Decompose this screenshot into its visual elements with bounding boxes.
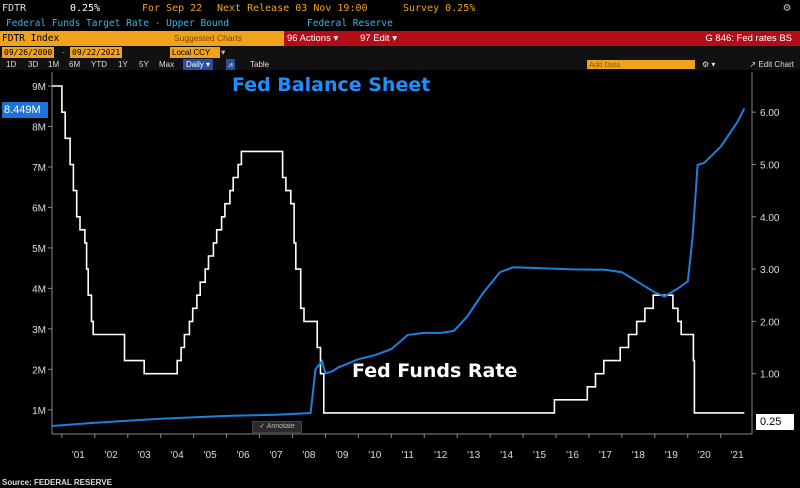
gear-icon[interactable]: ⚙ <box>783 0 791 14</box>
currency-select[interactable]: Local CCY <box>170 47 220 58</box>
subtitle-row: Federal Funds Target Rate - Upper Bound … <box>0 17 800 31</box>
left-tick-label: 3M <box>32 325 46 336</box>
source-footer: Source: FEDERAL RESERVE <box>2 478 112 487</box>
series-description: Federal Funds Target Rate - Upper Bound <box>6 18 230 29</box>
x-tick-label: '02 <box>105 450 118 461</box>
x-tick-label: '08 <box>302 450 315 461</box>
right-tick-label: 1.00 <box>760 370 780 381</box>
actions-menu[interactable]: 96 Actions ▾ <box>287 33 339 44</box>
right-tick-label: 4.00 <box>760 213 780 224</box>
right-tick-label: 5.00 <box>760 160 780 171</box>
edit-chart-button[interactable]: ↗ Edit Chart <box>749 60 795 69</box>
x-tick-label: '06 <box>237 450 250 461</box>
period-row: 1D 3D 1M 6M YTD 1Y 5Y Max Daily ▾ ⩘ Tabl… <box>0 59 800 70</box>
start-date-input[interactable]: 09/26/2000 <box>2 47 55 58</box>
last-value-badge-right: 0.25 <box>756 414 794 430</box>
date-range-row: 09/26/2000 - 09/22/2021 Local CCY ▾ <box>0 46 800 59</box>
ticker-header: FDTR 0.25% For Sep 22 Next Release 03 No… <box>0 0 800 17</box>
right-tick-label: 6.00 <box>760 108 780 119</box>
x-tick-label: '03 <box>138 450 151 461</box>
chart-canvas: 1M 2M 3M 4M 5M 6M 7M 8M 9M 1.00 2.00 3.00 4.00 5.00 6.… <box>32 72 780 461</box>
period-3d-button[interactable]: 3D <box>28 60 39 69</box>
period-1d-button[interactable]: 1D <box>6 60 17 69</box>
table-button[interactable]: Table <box>250 60 270 69</box>
left-tick-label: 7M <box>32 163 46 174</box>
x-tick-label: '14 <box>500 450 513 461</box>
funds-rate-label: Fed Funds Rate <box>352 360 518 382</box>
left-tick-label: 1M <box>32 406 46 417</box>
source-agency: Federal Reserve <box>307 18 393 29</box>
end-date-input[interactable]: 09/22/2021 <box>70 47 123 58</box>
x-tick-label: '15 <box>533 450 546 461</box>
x-tick-label: '11 <box>402 450 415 461</box>
chart-area: 1M 2M 3M 4M 5M 6M 7M 8M 9M 1.00 2.00 3.00 4.00 5.00 6.… <box>0 70 800 488</box>
suggested-charts-field[interactable]: Suggested Charts <box>66 31 284 46</box>
x-tick-label: '19 <box>665 450 678 461</box>
survey-value: Survey 0.25% <box>403 3 476 14</box>
period-5y-button[interactable]: 5Y <box>139 60 149 69</box>
add-data-input[interactable]: Add Data <box>587 60 695 69</box>
graph-title: G 846: Fed rates BS <box>705 33 792 44</box>
settings-icon[interactable]: ⚙ ▾ <box>702 60 716 69</box>
edit-menu[interactable]: 97 Edit ▾ <box>360 33 397 44</box>
left-tick-label: 9M <box>32 82 46 93</box>
x-tick-label: '16 <box>566 450 579 461</box>
fed-balance-sheet-line <box>51 107 746 427</box>
x-tick-label: '13 <box>467 450 480 461</box>
left-tick-label: 6M <box>32 203 46 214</box>
chevron-down-icon[interactable]: ▾ <box>221 47 226 57</box>
security-input[interactable]: FDTR Index <box>0 31 66 46</box>
annotate-button[interactable]: ✓ Annotate <box>252 421 302 433</box>
right-tick-label: 3.00 <box>760 265 780 276</box>
x-tick-label: '07 <box>269 450 282 461</box>
ticker-symbol[interactable]: FDTR <box>2 3 27 14</box>
for-date: For Sep 22 <box>142 3 203 14</box>
chart-type-icon[interactable]: ⩘ <box>226 59 235 70</box>
period-1y-button[interactable]: 1Y <box>118 60 128 69</box>
x-tick-label: '21 <box>731 450 744 461</box>
pencil-icon: ✓ <box>259 423 267 430</box>
fed-funds-rate-line <box>52 85 745 414</box>
x-tick-label: '17 <box>599 450 612 461</box>
x-tick-label: '09 <box>335 450 348 461</box>
x-tick-label: '10 <box>368 450 381 461</box>
date-separator: - <box>62 47 65 57</box>
x-tick-label: '05 <box>204 450 217 461</box>
period-ytd-button[interactable]: YTD <box>91 60 107 69</box>
left-tick-label: 5M <box>32 244 46 255</box>
command-bar: FDTR Index Suggested Charts 96 Actions ▾… <box>0 31 800 46</box>
right-tick-label: 2.00 <box>760 317 780 328</box>
current-value: 0.25% <box>70 3 101 14</box>
left-tick-label: 8M <box>32 122 46 133</box>
x-tick-label: '04 <box>171 450 184 461</box>
x-tick-label: '01 <box>72 450 85 461</box>
x-tick-label: '20 <box>698 450 711 461</box>
next-release: Next Release 03 Nov 19:00 <box>217 3 368 14</box>
annotate-label: Annotate <box>266 423 295 430</box>
balance-sheet-label: Fed Balance Sheet <box>232 74 431 96</box>
last-value-badge-left: 8.449M <box>2 102 48 118</box>
period-max-button[interactable]: Max <box>159 60 175 69</box>
period-1m-button[interactable]: 1M <box>48 60 60 69</box>
left-tick-label: 4M <box>32 284 46 295</box>
x-tick-label: '12 <box>434 450 447 461</box>
frequency-select[interactable]: Daily ▾ <box>183 59 214 70</box>
period-6m-button[interactable]: 6M <box>69 60 81 69</box>
left-tick-label: 2M <box>32 365 46 376</box>
x-tick-label: '18 <box>632 450 645 461</box>
